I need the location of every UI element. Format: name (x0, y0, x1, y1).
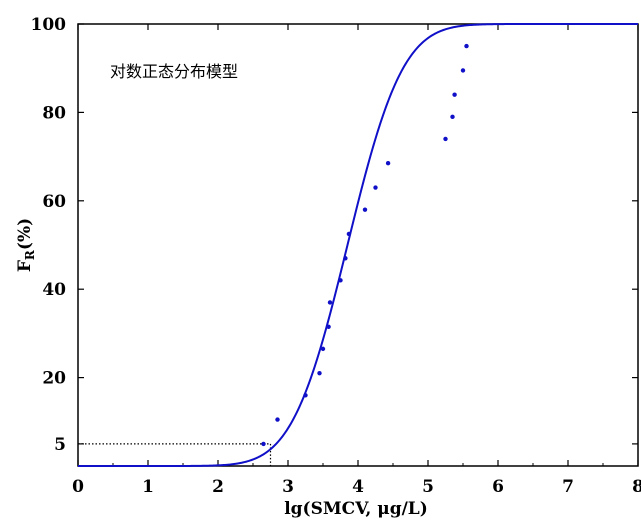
x-tick-labels: 0 1 2 3 4 5 6 7 8 (72, 477, 641, 497)
x-tick-label: 6 (492, 477, 504, 497)
x-tick-label: 7 (562, 477, 574, 497)
x-tick-label: 3 (282, 477, 294, 497)
x-tick-label: 0 (72, 477, 84, 497)
data-point (452, 92, 457, 97)
y-tick-label: 20 (42, 369, 66, 389)
y-tick-label: 80 (42, 103, 66, 123)
data-point (338, 278, 343, 283)
data-point (362, 207, 368, 212)
x-axis-title: lg(SMCV, μg/L) (284, 499, 428, 519)
data-point (443, 136, 448, 142)
data-point (343, 256, 348, 261)
y-tick-label: 60 (42, 192, 66, 212)
y-axis-title-unit: (%) (15, 218, 35, 250)
data-point (327, 300, 333, 305)
data-point (460, 68, 466, 73)
y-tick-label: 40 (42, 280, 66, 300)
data-point (450, 114, 455, 120)
y-axis-title-sub: R (23, 249, 37, 260)
data-point (326, 324, 331, 329)
fit-curve (78, 23, 638, 467)
data-point (385, 161, 391, 166)
x-tick-label: 5 (422, 477, 434, 497)
data-point (317, 370, 322, 376)
y-tick-labels: 5 20 40 60 80 100 (31, 15, 67, 455)
data-point (275, 417, 280, 422)
x-tick-label: 1 (142, 477, 154, 497)
data-point (464, 43, 469, 49)
y-axis-title: FR(%) (15, 218, 37, 272)
data-point (346, 231, 352, 237)
y-tick-label: 100 (31, 15, 67, 35)
data-point (373, 185, 378, 190)
data-point (303, 393, 308, 398)
x-tick-label: 2 (212, 477, 224, 497)
y-tick-label: 5 (54, 435, 66, 455)
chart-annotation: 对数正态分布模型 (110, 62, 238, 81)
plot-area (77, 23, 639, 467)
x-tick-label: 4 (352, 477, 364, 497)
y-axis-title-main: F (15, 260, 35, 272)
data-point (320, 346, 326, 352)
data-point (261, 441, 266, 447)
x-tick-label: 8 (632, 477, 641, 497)
plot-frame (77, 23, 639, 467)
